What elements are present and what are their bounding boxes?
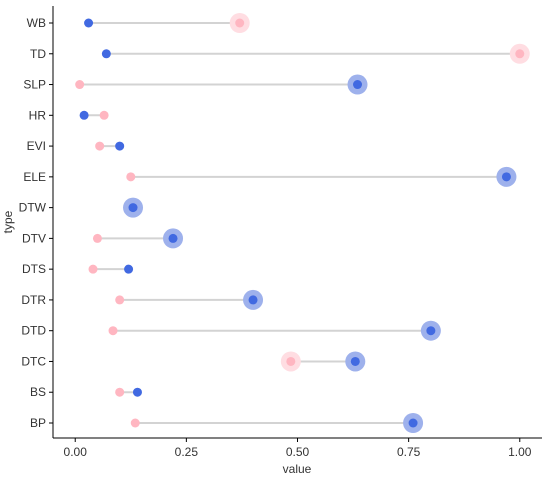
pink-point-dtc: [286, 356, 296, 366]
y-axis-ticks: WB TD SLP HR EVI ELE DTW DTV DTS DTR DTD DTC BS BP: [19, 16, 53, 430]
y-tick-label-bs: BS: [30, 385, 46, 399]
blue-point-ele: [501, 172, 511, 182]
data-points: [75, 13, 530, 433]
blue-point-dtc: [350, 356, 360, 366]
blue-point-dtd: [426, 326, 436, 336]
pink-point-bp: [130, 418, 140, 428]
plot-panel: [52, 6, 542, 439]
blue-point-evi: [115, 141, 125, 151]
y-tick-label-td: TD: [30, 47, 46, 61]
pink-point-slp: [75, 80, 85, 90]
x-tick-label-2: 0.50: [286, 445, 310, 459]
blue-point-hr: [79, 110, 89, 120]
pink-point-bs: [115, 387, 125, 397]
blue-point-dtw: [128, 203, 138, 213]
blue-point-dts: [124, 264, 134, 274]
y-tick-label-hr: HR: [29, 108, 47, 122]
x-tick-label-3: 0.75: [397, 445, 421, 459]
blue-point-dtv: [168, 233, 178, 243]
y-tick-label-dtd: DTD: [21, 324, 46, 338]
blue-point-slp: [353, 80, 363, 90]
y-tick-label-ele: ELE: [23, 170, 46, 184]
blue-point-td: [101, 49, 111, 59]
y-tick-label-wb: WB: [27, 16, 46, 30]
pink-point-evi: [95, 141, 105, 151]
x-tick-label-1: 0.25: [175, 445, 199, 459]
x-axis-title: value: [283, 462, 312, 476]
y-tick-label-slp: SLP: [23, 78, 46, 92]
pink-point-td: [515, 49, 525, 59]
blue-point-bs: [132, 387, 142, 397]
pink-point-dtr: [115, 295, 125, 305]
y-tick-label-dtc: DTC: [21, 354, 46, 368]
pink-point-dtv: [92, 233, 102, 243]
y-tick-label-dts: DTS: [22, 262, 46, 276]
x-tick-label-0: 0.00: [64, 445, 88, 459]
pink-point-dts: [88, 264, 98, 274]
y-tick-label-dtr: DTR: [21, 293, 46, 307]
pink-point-hr: [99, 110, 109, 120]
x-tick-label-4: 1.00: [508, 445, 532, 459]
pink-point-wb: [235, 18, 245, 28]
y-tick-label-dtv: DTV: [22, 231, 46, 245]
x-axis-ticks: 0.00 0.25 0.50 0.75 1.00: [64, 438, 532, 459]
pink-point-ele: [126, 172, 136, 182]
blue-point-dtr: [248, 295, 258, 305]
blue-point-bp: [408, 418, 418, 428]
blue-point-wb: [84, 18, 94, 28]
pink-point-dtd: [108, 326, 118, 336]
y-axis-title: type: [1, 210, 15, 233]
y-tick-label-dtw: DTW: [19, 201, 47, 215]
y-tick-label-bp: BP: [30, 416, 46, 430]
y-tick-label-evi: EVI: [27, 139, 46, 153]
